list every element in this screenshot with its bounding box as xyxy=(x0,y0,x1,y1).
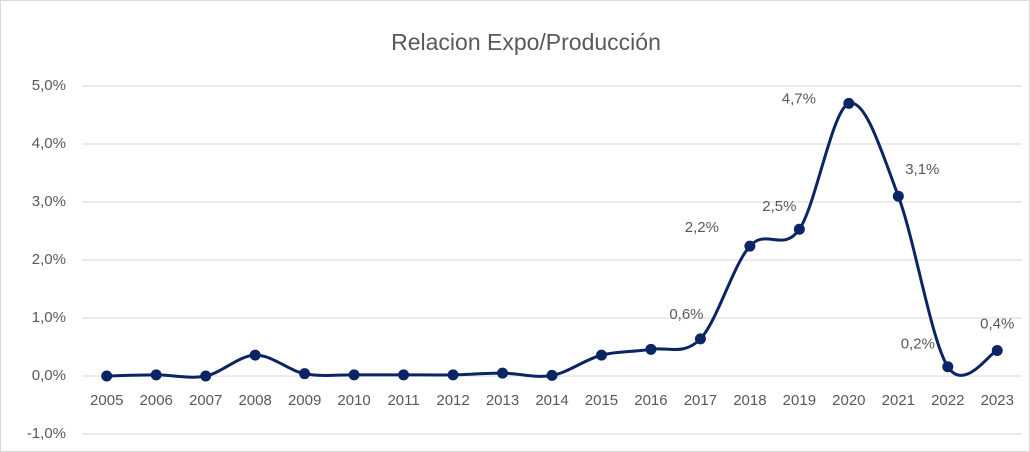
data-point xyxy=(843,97,855,109)
x-tick-label: 2017 xyxy=(684,392,717,409)
data-label: 3,1% xyxy=(905,161,939,178)
y-tick-label: 3,0% xyxy=(32,193,66,210)
y-tick-label: 5,0% xyxy=(32,77,66,94)
x-tick-label: 2006 xyxy=(140,392,173,409)
data-point xyxy=(447,369,459,381)
y-tick-label: 2,0% xyxy=(32,251,66,268)
x-tick-label: 2005 xyxy=(90,392,123,409)
data-point xyxy=(645,343,657,355)
data-point xyxy=(200,370,212,382)
data-label: 0,6% xyxy=(669,306,703,323)
data-point xyxy=(744,240,756,252)
data-point xyxy=(595,349,607,361)
x-tick-label: 2007 xyxy=(189,392,222,409)
x-tick-label: 2020 xyxy=(832,392,865,409)
data-point xyxy=(348,369,360,381)
data-point xyxy=(497,367,509,379)
data-point xyxy=(299,368,311,380)
x-tick-label: 2010 xyxy=(337,392,370,409)
x-tick-label: 2018 xyxy=(733,392,766,409)
x-tick-label: 2022 xyxy=(931,392,964,409)
chart-title: Relacion Expo/Producción xyxy=(391,29,661,55)
data-label: 2,2% xyxy=(685,219,719,236)
x-tick-label: 2015 xyxy=(585,392,618,409)
x-tick-label: 2023 xyxy=(981,392,1014,409)
x-tick-label: 2014 xyxy=(535,392,568,409)
y-tick-label: 0,0% xyxy=(32,367,66,384)
data-label: 2,5% xyxy=(762,198,796,215)
data-point xyxy=(892,190,904,202)
x-tick-label: 2011 xyxy=(387,392,419,409)
x-tick-label: 2008 xyxy=(238,392,271,409)
data-point xyxy=(991,344,1003,356)
x-tick-label: 2021 xyxy=(882,392,915,409)
data-point xyxy=(546,369,558,381)
x-tick-label: 2013 xyxy=(486,392,519,409)
x-tick-label: 2012 xyxy=(436,392,469,409)
data-label: 4,7% xyxy=(782,90,816,107)
data-point xyxy=(942,361,954,373)
x-tick-label: 2016 xyxy=(634,392,667,409)
data-label: 0,4% xyxy=(980,315,1014,332)
data-point xyxy=(398,369,410,381)
data-point xyxy=(249,349,261,361)
y-tick-label: 1,0% xyxy=(32,309,66,326)
data-point xyxy=(150,369,162,381)
data-label: 0,2% xyxy=(901,336,935,353)
y-tick-label: 4,0% xyxy=(32,135,66,152)
x-tick-label: 2009 xyxy=(288,392,321,409)
data-point xyxy=(101,370,113,382)
data-point xyxy=(694,333,706,345)
data-point xyxy=(793,223,805,235)
x-tick-label: 2019 xyxy=(783,392,816,409)
y-tick-label: -1,0% xyxy=(27,425,66,442)
